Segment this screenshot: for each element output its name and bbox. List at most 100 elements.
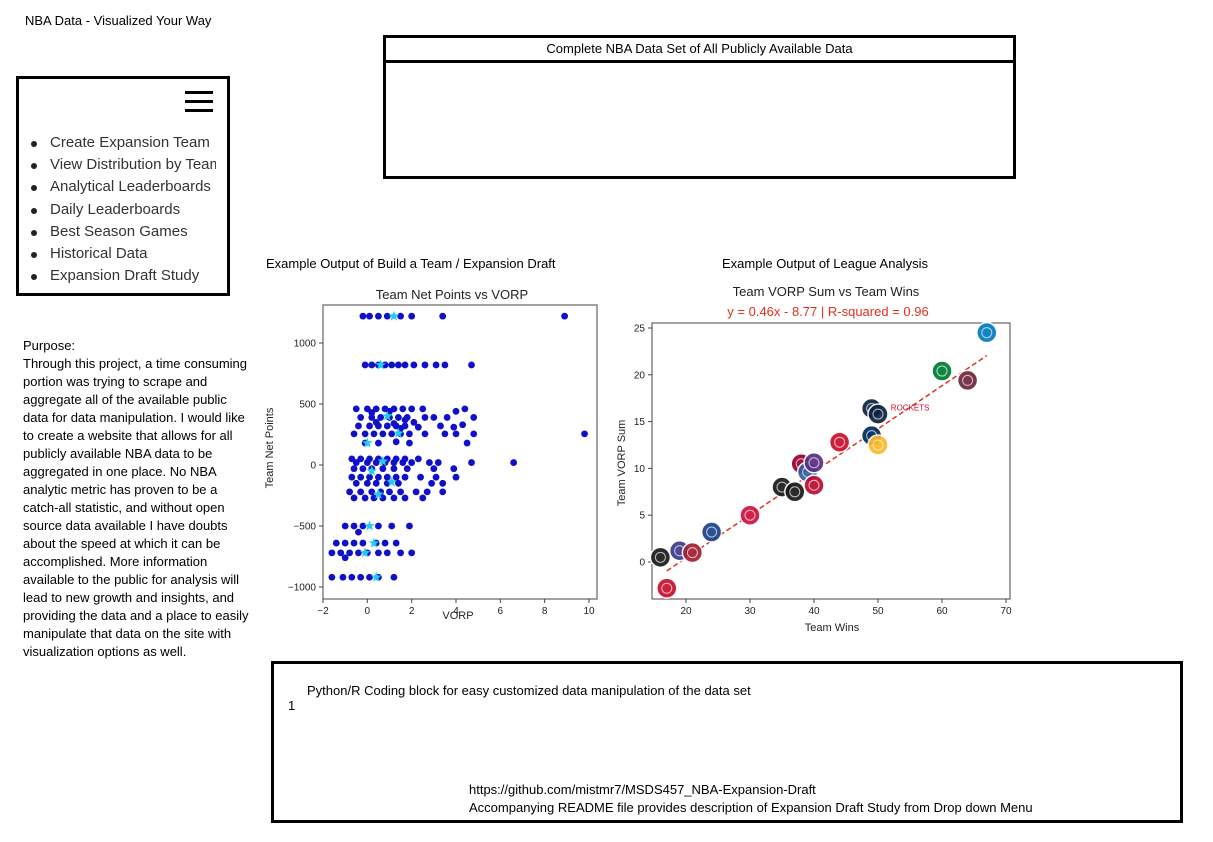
chart1-point <box>363 459 371 466</box>
chart2-subtitle: y = 0.46x - 8.77 | R-squared = 0.96 <box>727 304 928 319</box>
dataset-panel: Complete NBA Data Set of All Publicly Av… <box>383 35 1016 179</box>
purpose-heading: Purpose: <box>23 338 76 353</box>
code-block-label: Python/R Coding block for easy customize… <box>307 683 751 698</box>
team-logo-marker <box>700 521 723 543</box>
chart1-point <box>408 549 416 557</box>
team-logo-marker <box>867 434 889 456</box>
chart1-point <box>350 430 358 438</box>
chart1-point <box>375 549 382 557</box>
chart1-point <box>355 422 362 430</box>
chart1-point <box>359 465 367 473</box>
chart1-point <box>441 430 449 438</box>
chart1-point <box>368 361 376 369</box>
menu-item-daily-leaderboards[interactable]: Daily Leaderboards <box>19 199 216 221</box>
chart2-x-tick-label: 60 <box>936 606 948 617</box>
chart1-point <box>443 414 451 421</box>
chart1-point <box>410 361 418 369</box>
chart1-point <box>437 422 444 430</box>
chart1-y-tick-label: −1000 <box>288 583 317 594</box>
chart1-point <box>350 465 358 473</box>
dataset-title: Complete NBA Data Set of All Publicly Av… <box>386 38 1013 63</box>
code-block[interactable]: 1 Python/R Coding block for easy customi… <box>271 661 1183 823</box>
chart1-point <box>412 488 420 496</box>
chart1-point <box>375 312 382 320</box>
chart1-point <box>388 430 396 438</box>
chart1-point <box>432 361 440 369</box>
chart1-x-tick-label: 10 <box>583 606 595 617</box>
chart1-point <box>350 539 358 547</box>
readme-note: Accompanying README file provides descri… <box>469 800 1033 815</box>
chart1-point <box>403 465 411 473</box>
chart1-point <box>408 459 416 466</box>
chart1-point <box>337 549 345 557</box>
chart1-point <box>450 465 458 473</box>
chart1-star-point <box>368 537 380 548</box>
vorp-sum-vs-wins-chart: Team VORP Sum vs Team Wins y = 0.46x - 8… <box>616 284 1012 634</box>
chart1-point <box>357 414 365 421</box>
chart1-x-tick-label: 2 <box>409 606 415 617</box>
chart1-point <box>430 465 438 473</box>
chart1-point <box>401 473 409 481</box>
chart1-point <box>388 361 396 369</box>
chart2-title: Team VORP Sum vs Team Wins <box>733 284 920 299</box>
chart1-star-point <box>388 310 400 321</box>
team-logo-marker <box>656 577 678 599</box>
chart1-point <box>375 473 382 481</box>
chart2-x-tick-label: 40 <box>808 606 820 617</box>
menu-item-analytical-leaderboards[interactable]: Analytical Leaderboards <box>19 176 216 198</box>
github-link[interactable]: https://github.com/mistmr7/MSDS457_NBA-E… <box>469 782 816 797</box>
caption-build-team: Example Output of Build a Team / Expansi… <box>266 256 556 271</box>
chart1-star-point <box>373 488 384 499</box>
team-logo-marker <box>803 452 825 474</box>
chart1-point <box>383 422 391 430</box>
chart1-x-tick-label: 8 <box>542 606 548 617</box>
team-logo-inner-ring <box>936 365 948 377</box>
menu-item-best-season-games[interactable]: Best Season Games <box>19 221 216 243</box>
chart1-point <box>379 465 387 473</box>
chart1-point <box>561 312 569 320</box>
chart1-point <box>581 430 588 438</box>
chart1-point <box>470 414 478 421</box>
chart1-point <box>390 465 398 473</box>
chart2-x-axis-label: Team Wins <box>805 622 860 634</box>
team-logo-marker <box>784 481 806 503</box>
chart1-point <box>348 573 356 581</box>
hamburger-menu-icon[interactable] <box>185 91 213 113</box>
chart1-star-point <box>393 427 404 438</box>
chart1-point <box>359 522 367 530</box>
chart1-point <box>399 459 407 466</box>
chart1-y-tick-label: −500 <box>293 522 316 533</box>
chart1-point <box>388 522 396 530</box>
team-logo-marker <box>976 321 998 344</box>
chart1-point <box>375 522 382 530</box>
chart1-star-point <box>366 465 377 476</box>
caption-league-analysis: Example Output of League Analysis <box>722 256 928 271</box>
chart1-point <box>366 422 373 430</box>
chart1-star-point <box>375 359 386 370</box>
team-logo-inner-ring <box>834 436 846 448</box>
chart1-point <box>350 522 358 530</box>
chart1-point <box>414 455 422 463</box>
chart1-point <box>468 361 475 369</box>
menu-item-view-distribution-by-team[interactable]: View Distribution by Team <box>19 154 216 176</box>
team-logo-marker <box>867 403 889 425</box>
chart1-point <box>408 312 416 320</box>
team-logo-inner-ring <box>872 439 884 451</box>
chart1-point <box>366 312 373 320</box>
net-points-vs-vorp-chart: Team Net Points vs VORP −2 0 2 4 6 8 10 −1000 −5… <box>264 287 598 622</box>
chart1-point <box>421 361 429 369</box>
chart1-point <box>346 549 353 557</box>
menu-item-expansion-draft-study[interactable]: Expansion Draft Study <box>19 265 216 287</box>
chart2-x-tick-label: 30 <box>744 606 756 617</box>
team-logo-inner-ring <box>654 551 666 563</box>
team-logo-inner-ring <box>808 479 820 491</box>
chart1-point <box>357 473 365 481</box>
chart1-star-point <box>362 437 373 448</box>
menu-item-create-expansion-team[interactable]: Create Expansion Team <box>19 132 216 154</box>
chart1-point <box>397 312 404 320</box>
chart1-point <box>390 459 398 466</box>
chart1-point <box>459 421 467 429</box>
chart1-point <box>355 528 362 536</box>
menu-item-historical-data[interactable]: Historical Data <box>19 243 216 265</box>
chart1-point <box>406 439 413 447</box>
